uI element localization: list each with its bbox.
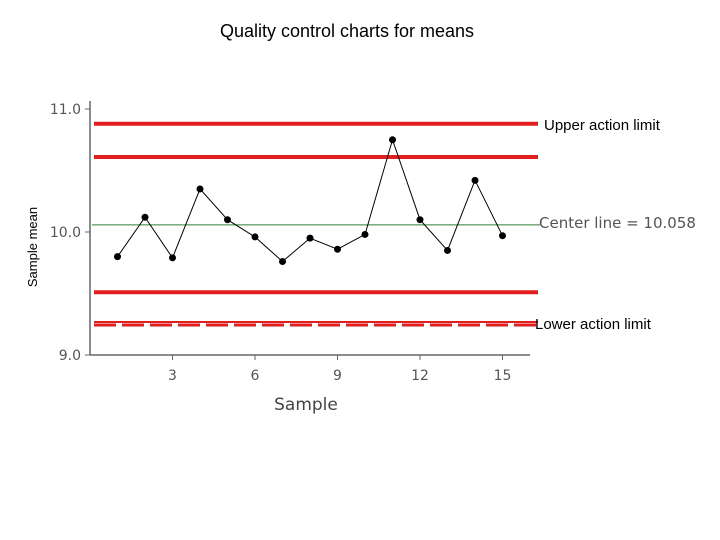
x-axis-label: Sample (274, 395, 338, 415)
x-tick-label: 6 (251, 368, 260, 384)
data-point (444, 246, 451, 254)
data-point (306, 234, 314, 242)
data-point (114, 253, 121, 261)
lower-action-limit-label: Lower action limit (535, 316, 652, 333)
data-point (141, 213, 149, 221)
x-tick-label: 9 (333, 368, 342, 384)
y-tick-label: 9.0 (59, 348, 81, 364)
data-point (416, 216, 424, 224)
data-point (251, 233, 259, 241)
data-point (196, 185, 204, 193)
x-tick-label: 12 (411, 368, 429, 384)
data-point (499, 232, 506, 240)
y-tick-label: 10.0 (50, 225, 81, 241)
data-point (361, 230, 369, 238)
upper-action-limit-label: Upper action limit (544, 117, 661, 134)
data-point (279, 258, 286, 266)
slide-title: Quality control charts for means (219, 21, 475, 41)
center-line-label: Center line = 10.058 (539, 214, 696, 232)
data-point (334, 245, 341, 253)
x-tick-label: 3 (168, 368, 177, 384)
data-point (169, 254, 176, 262)
data-point (224, 216, 231, 224)
x-tick-label: 15 (494, 368, 512, 384)
y-axis-label: Sample mean (25, 207, 40, 287)
y-tick-label: 11.0 (50, 102, 81, 118)
data-point (389, 136, 396, 144)
data-point (471, 176, 479, 184)
